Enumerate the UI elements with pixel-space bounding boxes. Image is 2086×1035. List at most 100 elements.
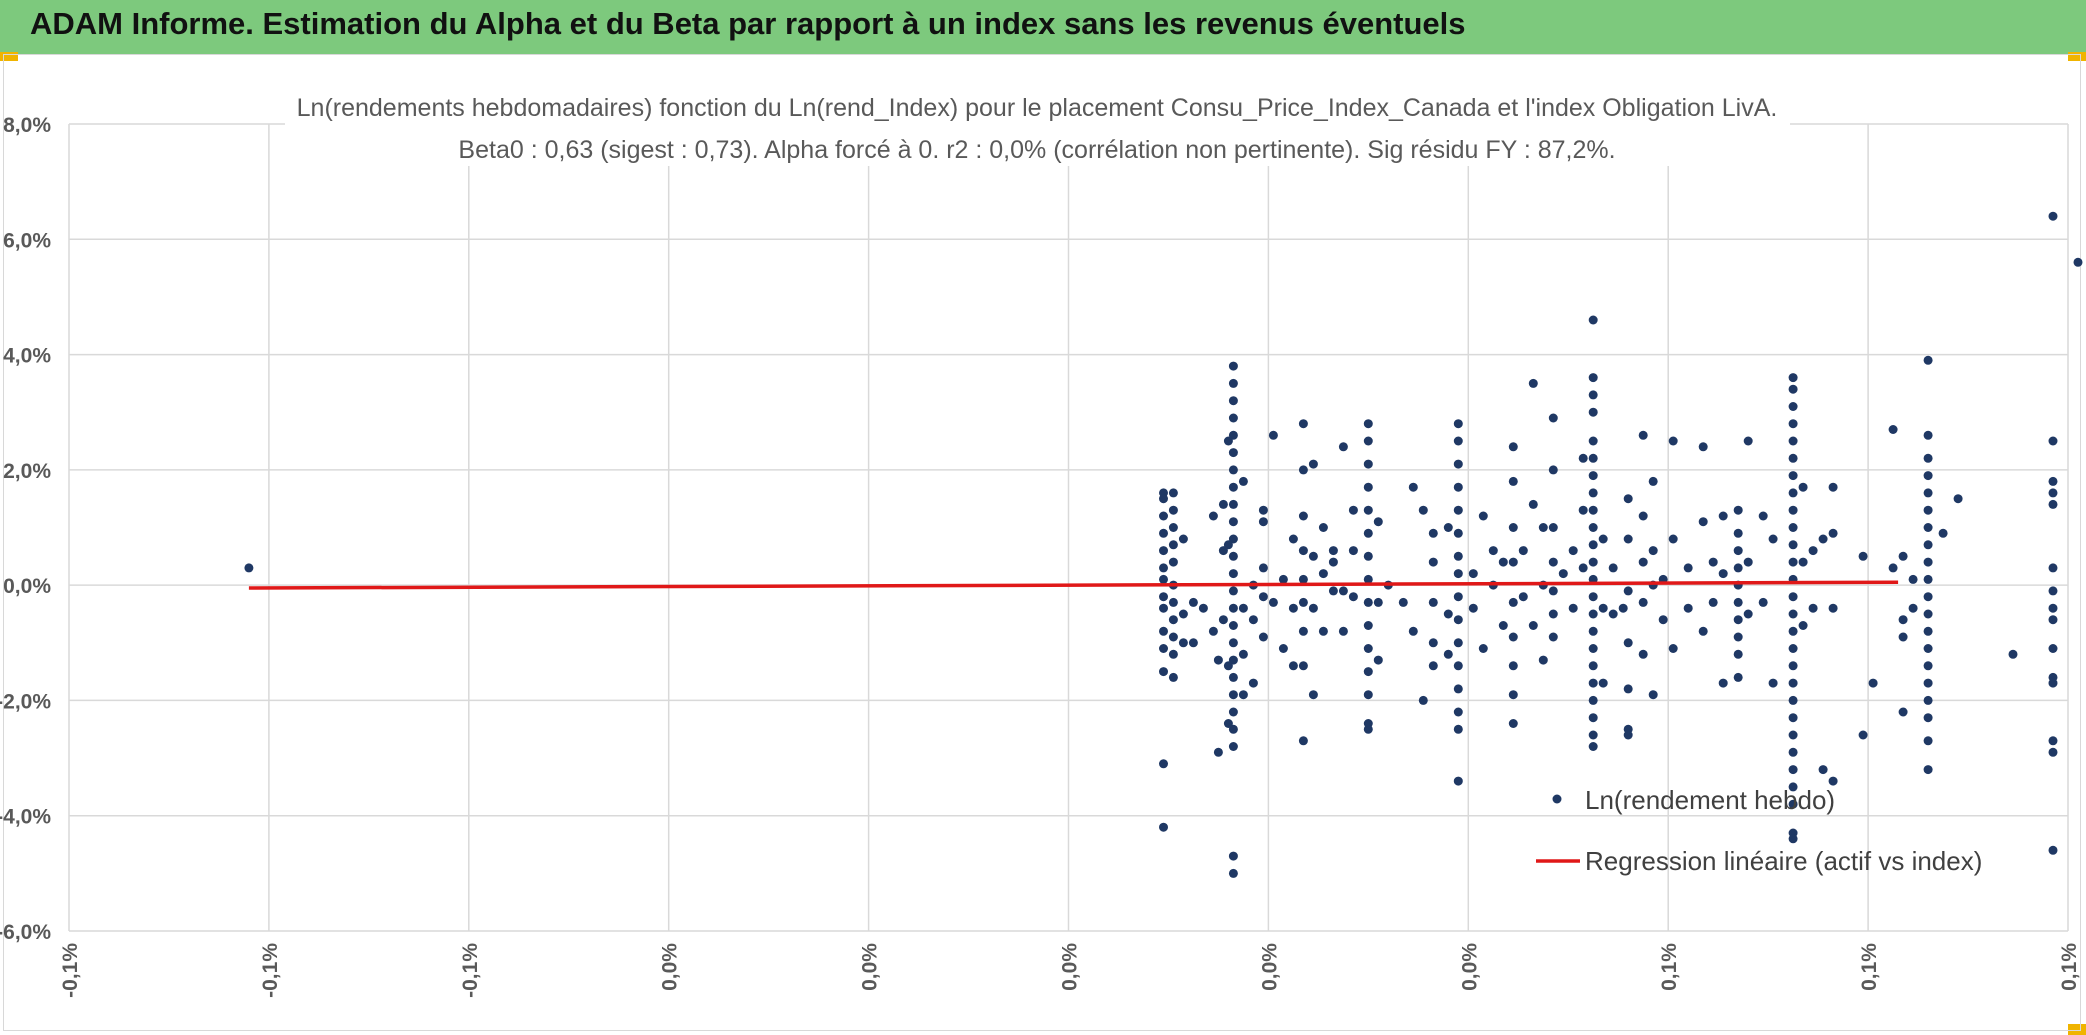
scatter-point — [1318, 626, 1328, 636]
scatter-point — [1698, 442, 1708, 452]
scatter-point — [2048, 211, 2058, 221]
scatter-point — [1328, 557, 1338, 567]
scatter-point — [1318, 523, 1328, 532]
scatter-point — [1923, 592, 1933, 602]
scatter-point — [1428, 597, 1438, 607]
scatter-point — [1248, 615, 1258, 625]
scatter-point — [1733, 632, 1743, 642]
scatter-point — [1363, 419, 1373, 429]
scatter-point — [1228, 413, 1238, 423]
scatter-point — [1238, 690, 1248, 700]
scatter-point — [1228, 621, 1238, 630]
scatter-point — [1168, 540, 1178, 550]
scatter-point — [1159, 626, 1168, 636]
scatter-point — [1588, 471, 1598, 481]
x-tick-label: -0,1% — [59, 943, 82, 998]
scatter-point — [1588, 390, 1598, 400]
scatter-point — [1228, 517, 1238, 527]
scatter-point — [1788, 592, 1798, 602]
regression-line — [248, 580, 1899, 590]
scatter-point — [1168, 649, 1178, 659]
scatter-point — [1638, 597, 1648, 607]
scatter-point — [1923, 505, 1933, 515]
scatter-point — [1248, 678, 1258, 688]
scatter-point — [1923, 661, 1933, 671]
scatter-point — [1828, 603, 1838, 613]
scatter-point — [1228, 569, 1238, 579]
scatter-point — [1453, 482, 1463, 492]
scatter-point — [1923, 736, 1933, 746]
scatter-point — [1328, 546, 1338, 556]
scatter-point — [1923, 609, 1933, 619]
scatter-point — [1818, 765, 1828, 775]
scatter-point — [1923, 355, 1933, 365]
scatter-point — [1238, 603, 1248, 613]
scatter-point — [2048, 644, 2058, 653]
scatter-point — [1228, 742, 1238, 751]
scatter-point — [1718, 569, 1728, 579]
scatter-point — [1363, 459, 1373, 469]
scatter-point — [1768, 678, 1778, 688]
scatter-point — [2073, 257, 2083, 267]
scatter-point — [1159, 759, 1168, 769]
scatter-point — [1363, 667, 1373, 677]
scatter-point — [1538, 655, 1548, 665]
scatter-point — [1558, 569, 1568, 579]
scatter-point — [1223, 719, 1233, 728]
scatter-point — [1363, 551, 1373, 561]
scatter-point — [1508, 661, 1518, 671]
scatter-point — [1298, 465, 1308, 475]
scatter-point — [1718, 678, 1728, 688]
scatter-point — [1348, 592, 1358, 602]
scatter-point — [1668, 436, 1678, 446]
scatter-point — [1718, 511, 1728, 521]
scatter-point — [1828, 482, 1838, 492]
scatter-point — [1428, 661, 1438, 671]
scatter-point — [1298, 597, 1308, 607]
scatter-point — [1788, 713, 1798, 723]
scatter-point — [1648, 690, 1658, 700]
scatter-point — [2048, 747, 2058, 757]
x-tick-label: 0,0% — [1458, 943, 1481, 991]
scatter-point — [1548, 465, 1558, 475]
scatter-point — [1548, 557, 1558, 567]
scatter-point — [1858, 551, 1868, 561]
scatter-point — [1453, 459, 1463, 469]
scatter-point — [1788, 730, 1798, 740]
scatter-point — [1858, 730, 1868, 740]
scatter-point — [1798, 621, 1808, 630]
scatter-point — [1228, 586, 1238, 596]
scatter-point — [1588, 609, 1598, 619]
scatter-point — [1578, 563, 1588, 573]
scatter-point — [1418, 505, 1428, 515]
scatter-point — [2048, 436, 2058, 446]
scatter-point — [1588, 488, 1598, 498]
scatter-point — [1508, 597, 1518, 607]
scatter-point — [1363, 724, 1373, 734]
scatter-point — [1828, 528, 1838, 538]
scatter-point — [1238, 649, 1248, 659]
scatter-point — [1588, 453, 1598, 463]
scatter-point — [1733, 563, 1743, 573]
scatter-point — [1683, 563, 1693, 573]
scatter-point — [1363, 690, 1373, 700]
scatter-point — [1528, 378, 1538, 388]
scatter-point — [1818, 534, 1828, 544]
report-banner: ADAM Informe. Estimation du Alpha et du … — [0, 0, 2086, 54]
scatter-point — [1733, 528, 1743, 538]
scatter-point — [1588, 626, 1598, 636]
x-tick-label: 0,0% — [659, 943, 682, 991]
scatter-point — [1453, 638, 1463, 648]
scatter-point — [1468, 569, 1478, 579]
scatter-point — [1708, 557, 1718, 567]
y-tick-label: 4,0% — [3, 345, 51, 368]
scatter-point — [1788, 626, 1798, 636]
scatter-point — [1288, 534, 1298, 544]
report-title: ADAM Informe. Estimation du Alpha et du … — [30, 6, 1466, 41]
scatter-point — [2008, 649, 2018, 659]
scatter-point — [1733, 649, 1743, 659]
chart-frame — [3, 54, 2081, 1031]
scatter-point — [1213, 747, 1223, 757]
scatter-point — [1443, 609, 1453, 619]
